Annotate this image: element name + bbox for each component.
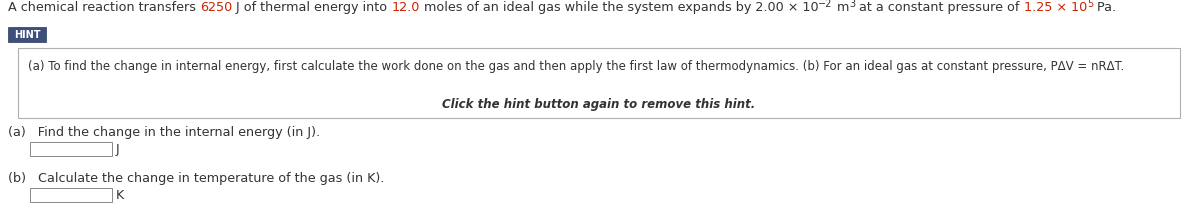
- FancyBboxPatch shape: [18, 48, 1180, 118]
- Text: −2: −2: [818, 0, 833, 9]
- Text: 1.25 × 10: 1.25 × 10: [1024, 1, 1087, 14]
- Text: (a)   Find the change in the internal energy (in J).: (a) Find the change in the internal ener…: [8, 126, 320, 139]
- Text: (a) To find the change in internal energy, first calculate the work done on the : (a) To find the change in internal energ…: [28, 60, 1124, 73]
- Text: m: m: [833, 1, 850, 14]
- Text: 3: 3: [850, 0, 856, 9]
- FancyBboxPatch shape: [8, 27, 46, 42]
- Text: (b)   Calculate the change in temperature of the gas (in K).: (b) Calculate the change in temperature …: [8, 172, 384, 185]
- Text: 12.0: 12.0: [391, 1, 420, 14]
- Text: 6250: 6250: [200, 1, 233, 14]
- Text: 5: 5: [1087, 0, 1093, 9]
- Text: J of thermal energy into: J of thermal energy into: [233, 1, 391, 14]
- Text: J: J: [116, 143, 120, 156]
- Text: Click the hint button again to remove this hint.: Click the hint button again to remove th…: [443, 97, 756, 110]
- Text: HINT: HINT: [13, 29, 41, 40]
- Text: at a constant pressure of: at a constant pressure of: [856, 1, 1024, 14]
- FancyBboxPatch shape: [30, 142, 112, 156]
- Text: Pa.: Pa.: [1093, 1, 1116, 14]
- FancyBboxPatch shape: [30, 188, 112, 202]
- Text: K: K: [116, 189, 125, 202]
- Text: moles of an ideal gas while the system expands by 2.00 × 10: moles of an ideal gas while the system e…: [420, 1, 818, 14]
- Text: A chemical reaction transfers: A chemical reaction transfers: [8, 1, 200, 14]
